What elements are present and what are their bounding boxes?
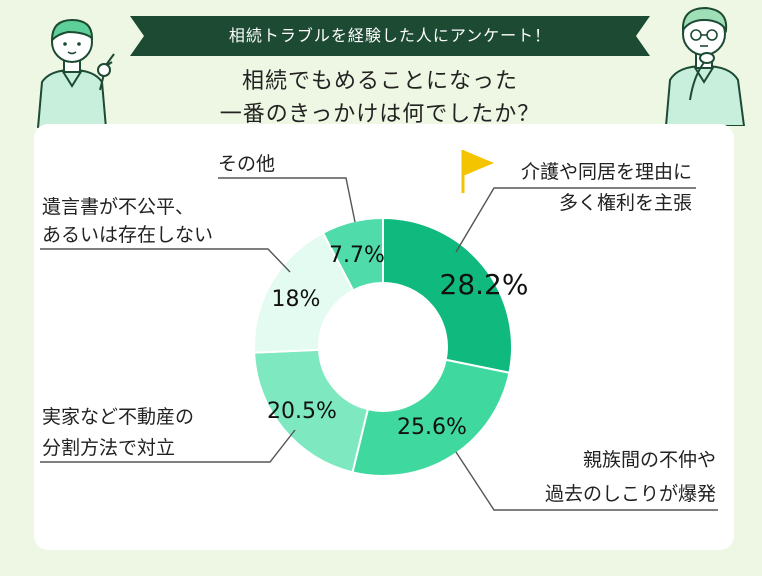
leader-line-kaigo (455, 187, 696, 253)
donut-slice-shinzoku (351, 358, 511, 477)
category-label-jikka-1: 実家など不動産の (42, 406, 194, 428)
category-label-shinzoku-1: 親族間の不仲や (583, 449, 716, 471)
category-label-jikka-2: 分割方法で対立 (42, 437, 175, 459)
pct-label-yuigon: 18% (272, 287, 321, 312)
thinking-person-icon (664, 6, 746, 126)
donut-slice-jikka (253, 348, 370, 474)
leader-line-jikka (40, 429, 296, 463)
chart-card (34, 124, 734, 550)
donut-slice-kaigo (382, 216, 513, 374)
pct-label-kaigo: 28.2% (440, 268, 529, 301)
banner-ribbon (130, 16, 650, 56)
pct-label-shinzoku: 25.6% (397, 415, 467, 440)
category-label-sonota: その他 (218, 153, 275, 175)
leader-line-sonota (218, 177, 356, 223)
category-label-kaigo-1: 介護や同居を理由に (521, 161, 692, 183)
donut-slice-yuigon (253, 231, 355, 354)
pct-label-sonota: 7.7% (329, 243, 385, 268)
pointing-person-icon (36, 18, 115, 128)
question-line-1: 相続でもめることになった (241, 69, 518, 94)
donut-slice-sonota (321, 216, 384, 292)
category-label-yuigon-2: あるいは存在しない (42, 224, 213, 246)
category-label-yuigon-1: 遺言書が不公平、 (42, 196, 194, 218)
pct-label-jikka: 20.5% (267, 399, 337, 424)
leader-line-shinzoku (455, 451, 718, 511)
category-label-shinzoku-2: 過去のしこりが爆発 (545, 483, 716, 505)
question-line-2: 一番のきっかけは何でしたか？ (219, 102, 541, 127)
category-label-kaigo-2: 多く権利を主張 (559, 192, 692, 214)
leader-line-yuigon (40, 248, 291, 273)
banner-text: 相続トラブルを経験した人にアンケート！ (228, 26, 552, 45)
survey-banner: 相続トラブルを経験した人にアンケート！ (130, 16, 650, 56)
flag-icon (461, 150, 494, 193)
